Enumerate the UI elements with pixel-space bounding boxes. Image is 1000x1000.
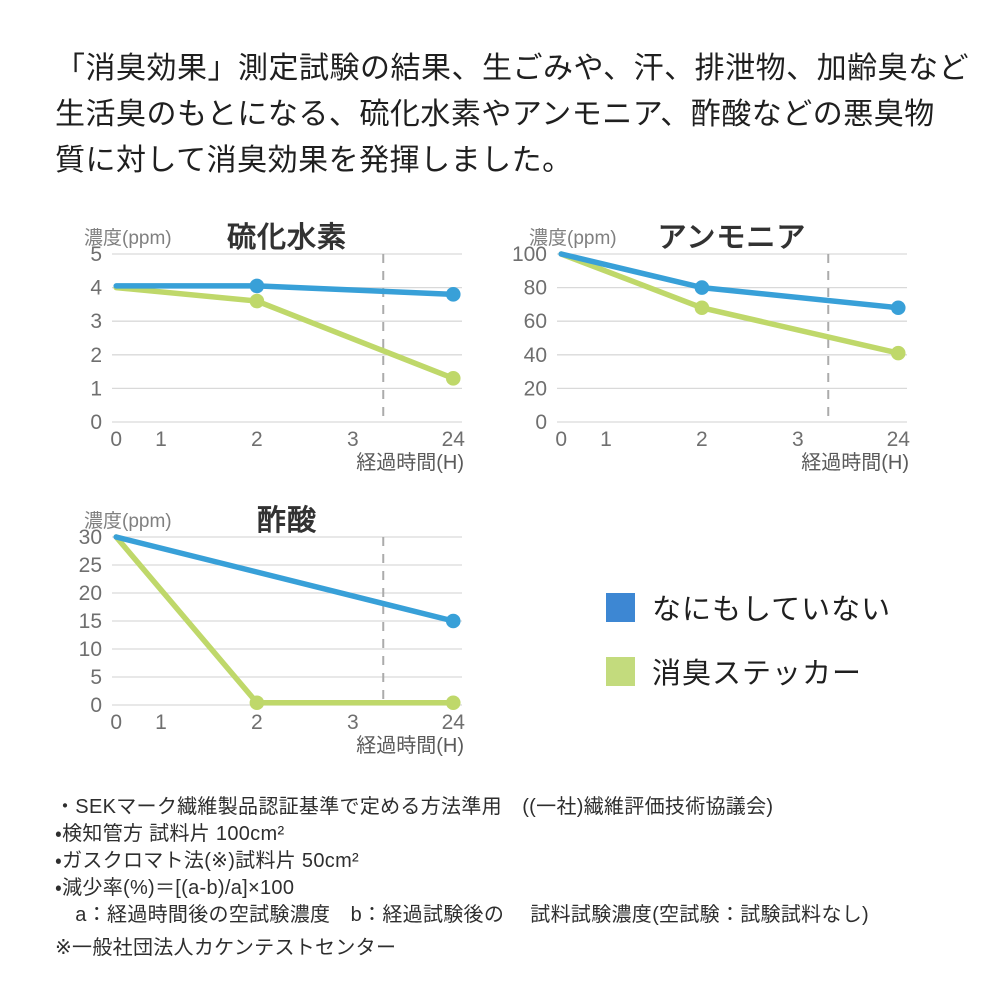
footnote-line: ・減少率(%)＝[(a-b)/a]×100: [55, 877, 295, 899]
legend-item-untreated: なにもしていない: [606, 586, 891, 628]
legend: なにもしていない 消臭ステッカー: [606, 586, 891, 714]
svg-text:3: 3: [347, 711, 359, 734]
svg-text:60: 60: [524, 310, 547, 333]
svg-text:経過時間(H): 経過時間(H): [356, 451, 464, 474]
y-axis-label: 濃度(ppm): [84, 511, 172, 532]
certification-note: ※一般社団法人カケンテストセンター: [55, 937, 397, 959]
footnote-line: ・SEKマーク繊維製品認証基準で定める方法準用 ((一社)繊維評価技術協議会): [55, 796, 774, 818]
footnote-line: a：経過時間後の空試験濃度 b：経過試験後の 試料試験濃度(空試験：試験試料なし…: [55, 904, 870, 926]
svg-text:3: 3: [90, 310, 102, 333]
svg-text:0: 0: [110, 428, 122, 451]
footnotes: ・SEKマーク繊維製品認証基準で定める方法準用 ((一社)繊維評価技術協議会) …: [55, 794, 975, 929]
legend-item-deodorant-sticker: 消臭ステッカー: [606, 650, 891, 692]
svg-text:80: 80: [524, 277, 547, 300]
svg-text:5: 5: [90, 666, 102, 689]
chart-hydrogen-sulfide: 濃度(ppm) 硫化水素 0 1 2 3 4 5 0 1 2 3 24 経過時間(H): [60, 214, 470, 476]
svg-text:25: 25: [79, 554, 102, 577]
svg-text:20: 20: [79, 582, 102, 605]
chart-title: アンモニア: [657, 222, 807, 254]
svg-text:2: 2: [251, 711, 263, 734]
intro-text: 「消臭効果」測定試験の結果、生ごみや、汗、排泄物、加齢臭など 生活臭のもとになる…: [55, 52, 970, 177]
svg-text:24: 24: [442, 428, 466, 451]
svg-text:24: 24: [887, 428, 911, 451]
svg-text:0: 0: [535, 411, 547, 434]
svg-text:0: 0: [110, 711, 122, 734]
svg-text:1: 1: [155, 428, 167, 451]
legend-swatch-green: [606, 656, 635, 686]
svg-text:10: 10: [79, 638, 102, 661]
footnote-line: ・検知管方 試料片 100cm²: [55, 823, 285, 845]
svg-text:3: 3: [347, 428, 359, 451]
chart-title: 酢酸: [256, 505, 317, 537]
chart-acetic-acid: 濃度(ppm) 酢酸 0 5 10 15 20 25 30 0 1 2 3 24 経過時間(H): [60, 497, 470, 759]
legend-swatch-blue: [606, 592, 635, 622]
svg-text:0: 0: [90, 411, 102, 434]
svg-text:20: 20: [524, 377, 547, 400]
svg-text:0: 0: [555, 428, 567, 451]
chart-title: 硫化水素: [226, 222, 347, 254]
legend-label-deodorant-sticker: 消臭ステッカー: [652, 658, 863, 690]
legend-label-untreated: なにもしていない: [652, 594, 892, 626]
svg-text:15: 15: [79, 610, 102, 633]
svg-text:4: 4: [90, 277, 102, 300]
footnote-line: ・ガスクロマト法(※)試料片 50cm²: [55, 850, 360, 872]
svg-text:40: 40: [524, 344, 547, 367]
svg-text:1: 1: [155, 711, 167, 734]
svg-text:100: 100: [512, 243, 547, 266]
svg-text:1: 1: [90, 377, 102, 400]
svg-text:3: 3: [792, 428, 804, 451]
svg-text:2: 2: [251, 428, 263, 451]
svg-text:5: 5: [90, 243, 102, 266]
svg-text:経過時間(H): 経過時間(H): [801, 451, 909, 474]
svg-text:2: 2: [696, 428, 708, 451]
svg-text:経過時間(H): 経過時間(H): [356, 734, 464, 757]
svg-text:1: 1: [600, 428, 612, 451]
y-axis-label: 濃度(ppm): [84, 228, 172, 249]
svg-text:30: 30: [79, 526, 102, 549]
y-axis-label: 濃度(ppm): [529, 228, 617, 249]
svg-text:0: 0: [90, 694, 102, 717]
svg-text:24: 24: [442, 711, 466, 734]
svg-text:2: 2: [90, 344, 102, 367]
chart-ammonia: 濃度(ppm) アンモニア 0 20 40 60 80 100 0 1 2 3 24 経過時間(H): [505, 214, 915, 476]
